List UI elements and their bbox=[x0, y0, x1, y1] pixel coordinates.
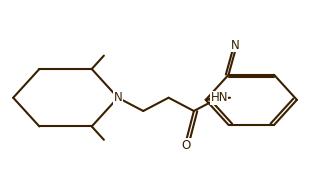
Text: N: N bbox=[231, 39, 239, 52]
Text: N: N bbox=[113, 91, 122, 104]
Text: O: O bbox=[182, 139, 191, 152]
Text: HN: HN bbox=[211, 91, 228, 104]
